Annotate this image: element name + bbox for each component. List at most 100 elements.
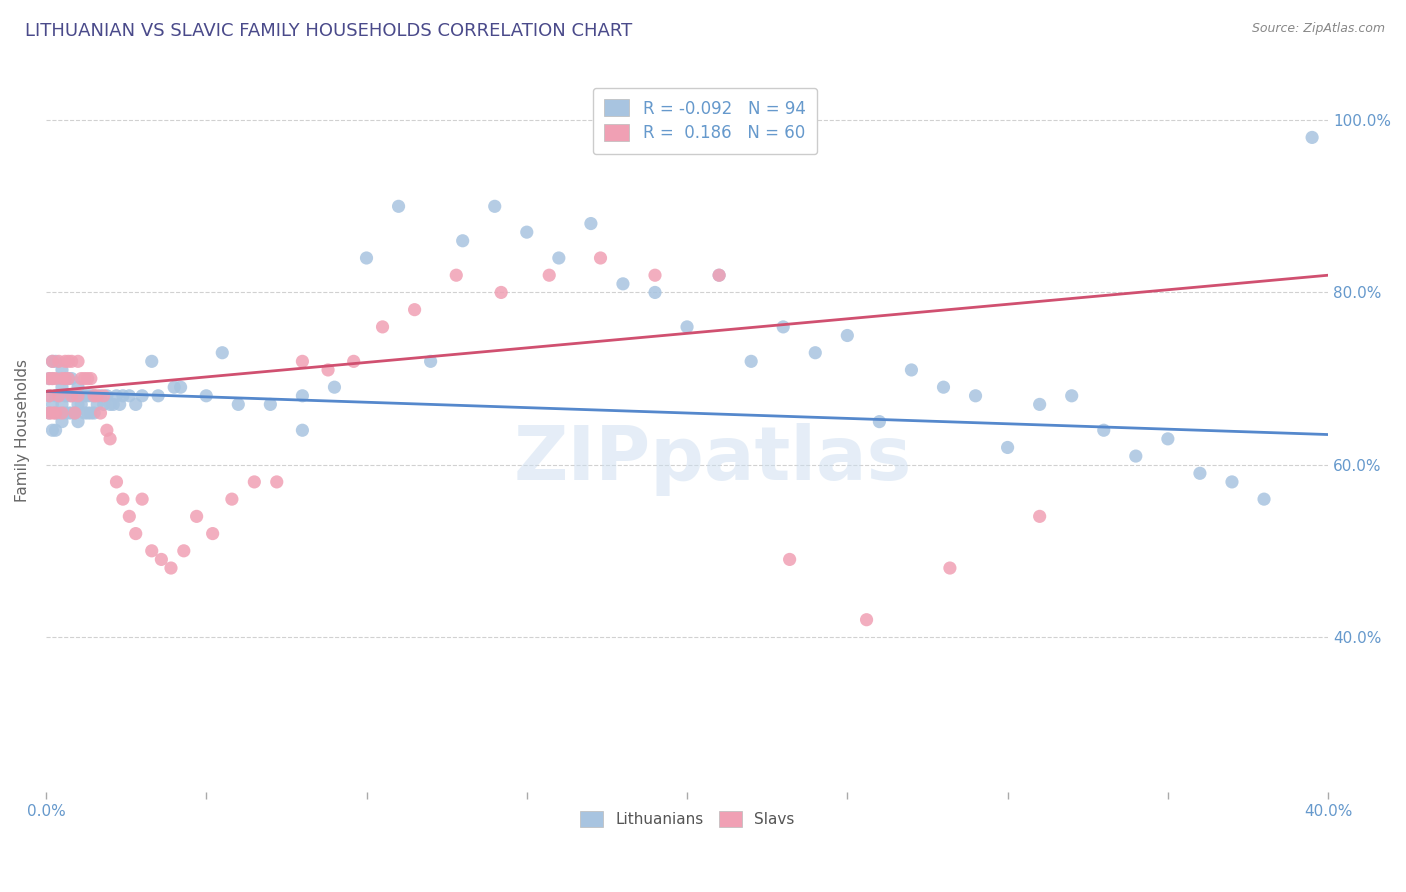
Point [53,406,76,420]
Point [356,251,378,265]
Point [644,285,666,300]
Point [131,389,153,403]
Point [80,406,103,420]
Point [316,363,339,377]
Point [141,354,163,368]
Point [676,319,699,334]
Point [51,397,73,411]
Point [612,277,634,291]
Point [186,509,208,524]
Point [740,354,762,368]
Point [160,561,183,575]
Point [41,354,63,368]
Point [70,397,93,411]
Point [66,389,89,403]
Point [1220,475,1243,489]
Point [41,406,63,420]
Point [53,389,76,403]
Point [38,371,60,385]
Text: ZIPpatlas: ZIPpatlas [513,423,912,496]
Point [195,389,218,403]
Point [76,389,98,403]
Point [103,397,125,411]
Point [51,371,73,385]
Point [93,397,115,411]
Point [1157,432,1180,446]
Point [1092,423,1115,437]
Point [291,423,314,437]
Point [41,371,63,385]
Point [1028,397,1050,411]
Point [48,389,70,403]
Point [226,397,249,411]
Point [58,371,80,385]
Point [51,363,73,377]
Point [131,492,153,507]
Point [868,415,890,429]
Point [48,354,70,368]
Point [118,389,141,403]
Point [38,406,60,420]
Point [58,371,80,385]
Point [939,561,962,575]
Point [371,319,394,334]
Point [41,371,63,385]
Point [80,389,103,403]
Legend: Lithuanians, Slavs: Lithuanians, Slavs [572,804,801,835]
Point [60,406,83,420]
Point [89,406,111,420]
Point [1188,467,1211,481]
Point [38,389,60,403]
Point [111,389,134,403]
Point [83,389,105,403]
Point [38,406,60,420]
Point [66,354,89,368]
Point [118,509,141,524]
Point [323,380,346,394]
Point [76,406,98,420]
Point [105,389,128,403]
Point [63,389,86,403]
Point [98,397,121,411]
Point [70,371,93,385]
Point [76,371,98,385]
Point [66,397,89,411]
Point [837,328,859,343]
Point [58,406,80,420]
Point [707,268,730,283]
Point [45,406,67,420]
Point [589,251,612,265]
Point [48,406,70,420]
Point [772,319,794,334]
Point [66,415,89,429]
Point [291,389,314,403]
Point [163,380,186,394]
Point [60,389,83,403]
Point [419,354,441,368]
Point [45,371,67,385]
Point [80,371,103,385]
Point [259,397,281,411]
Point [932,380,955,394]
Point [965,389,987,403]
Point [73,406,96,420]
Point [547,251,569,265]
Point [41,397,63,411]
Point [63,406,86,420]
Point [489,285,512,300]
Point [63,406,86,420]
Point [53,371,76,385]
Point [66,380,89,394]
Point [86,397,108,411]
Point [146,389,169,403]
Point [96,423,118,437]
Point [1301,130,1323,145]
Point [73,389,96,403]
Point [45,406,67,420]
Point [243,475,266,489]
Point [125,526,148,541]
Point [446,268,468,283]
Point [105,475,128,489]
Point [53,371,76,385]
Point [125,397,148,411]
